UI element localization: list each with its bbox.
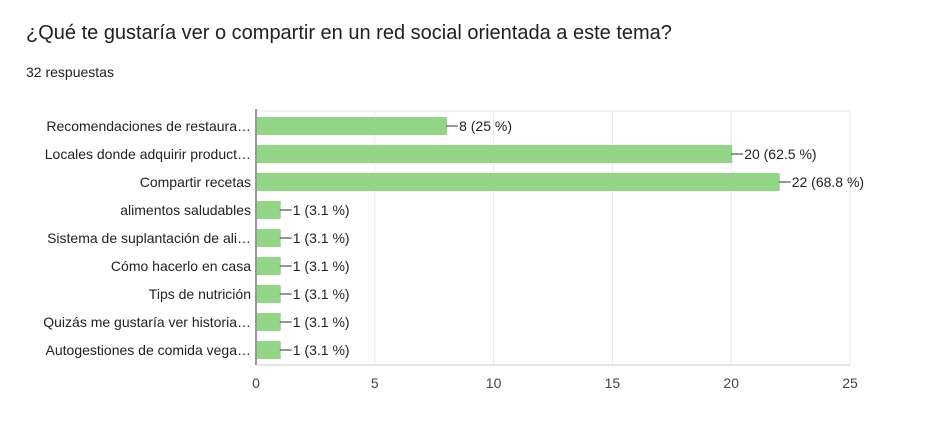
bar	[257, 257, 281, 275]
data-label: 1 (3.1 %)	[293, 258, 350, 274]
category-label: Compartir recetas	[140, 174, 251, 190]
question-title: ¿Qué te gustaría ver o compartir en un r…	[26, 22, 672, 44]
x-tick-label: 0	[252, 375, 260, 391]
category-label: Cómo hacerlo en casa	[111, 258, 251, 274]
x-tick-label: 10	[486, 375, 502, 391]
bar	[257, 173, 780, 191]
x-tick-label: 5	[371, 375, 379, 391]
category-label: Locales donde adquirir product…	[45, 146, 251, 162]
data-label: 1 (3.1 %)	[293, 314, 350, 330]
data-label: 1 (3.1 %)	[293, 202, 350, 218]
bar	[257, 145, 733, 163]
category-label: Autogestiones de comida vega…	[46, 342, 251, 358]
category-label: Tips de nutrición	[149, 286, 251, 302]
x-tick-label: 25	[842, 375, 858, 391]
data-label: 20 (62.5 %)	[744, 146, 816, 162]
category-label: alimentos saludables	[120, 202, 251, 218]
category-label: Sistema de suplantación de ali…	[47, 230, 251, 246]
data-label: 8 (25 %)	[459, 118, 512, 134]
bar	[257, 285, 281, 303]
data-label: 1 (3.1 %)	[293, 230, 350, 246]
category-label: Quizás me gustaría ver historia…	[43, 314, 251, 330]
bar	[257, 201, 281, 219]
data-label: 1 (3.1 %)	[293, 286, 350, 302]
bar	[257, 117, 448, 135]
bar	[257, 313, 281, 331]
data-label: 1 (3.1 %)	[293, 342, 350, 358]
category-label: Recomendaciones de restaura…	[46, 118, 251, 134]
bar	[257, 341, 281, 359]
x-tick-label: 20	[723, 375, 739, 391]
bar	[257, 229, 281, 247]
response-count: 32 respuestas	[26, 64, 114, 80]
data-label: 22 (68.8 %)	[792, 174, 864, 190]
x-tick-label: 15	[605, 375, 621, 391]
